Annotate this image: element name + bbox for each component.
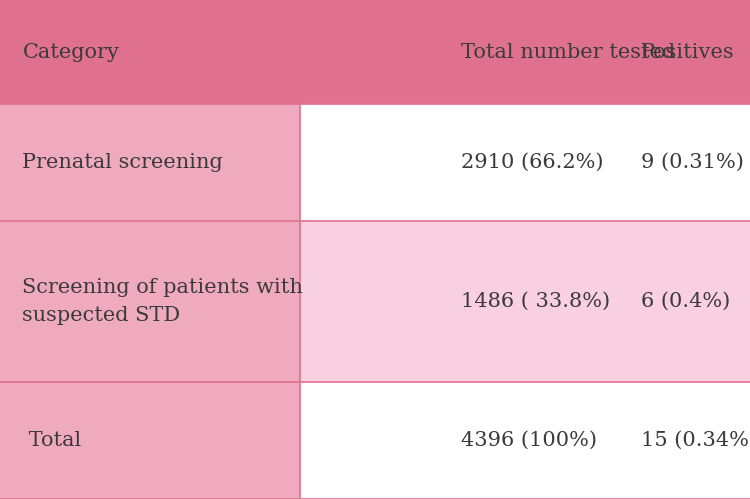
Bar xyxy=(0,0,750,104)
Text: 2910 (66.2%): 2910 (66.2%) xyxy=(461,153,604,172)
Text: Total number tested: Total number tested xyxy=(461,42,676,61)
Bar xyxy=(0,382,300,499)
Bar xyxy=(300,222,750,382)
Text: Category: Category xyxy=(22,42,119,61)
Text: 6 (0.4%): 6 (0.4%) xyxy=(641,292,730,311)
Bar xyxy=(0,222,300,382)
Text: Positives: Positives xyxy=(641,42,735,61)
Bar xyxy=(300,382,750,499)
Text: 4396 (100%): 4396 (100%) xyxy=(461,431,597,450)
Bar xyxy=(300,104,750,222)
Text: Prenatal screening: Prenatal screening xyxy=(22,153,224,172)
Bar xyxy=(0,104,300,222)
Text: 15 (0.34%): 15 (0.34%) xyxy=(641,431,750,450)
Text: 9 (0.31%): 9 (0.31%) xyxy=(641,153,744,172)
Text: Total: Total xyxy=(22,431,82,450)
Text: Screening of patients with
suspected STD: Screening of patients with suspected STD xyxy=(22,278,303,325)
Text: 1486 ( 33.8%): 1486 ( 33.8%) xyxy=(461,292,610,311)
